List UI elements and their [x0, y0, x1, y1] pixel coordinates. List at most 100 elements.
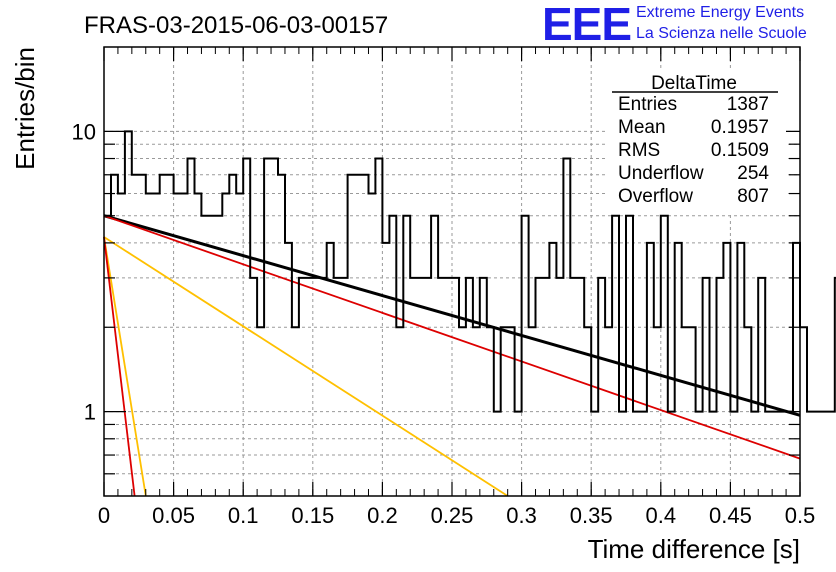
- histogram: [104, 130, 836, 497]
- histogram-bin: [292, 327, 299, 496]
- histogram-bin: [682, 327, 689, 496]
- histogram-bin: [424, 278, 431, 496]
- histogram-bin: [375, 159, 382, 497]
- histogram-bin: [389, 216, 396, 496]
- histogram-bin: [334, 278, 341, 496]
- x-tick-label: 0.5: [785, 503, 816, 528]
- histogram-bin: [236, 194, 243, 497]
- histogram-bin: [675, 243, 682, 496]
- x-tick-label: 0.3: [506, 503, 537, 528]
- histogram-bin: [717, 278, 724, 496]
- axis-ticks: [103, 47, 801, 496]
- histogram-bin: [730, 412, 737, 496]
- fit-line-1: [103, 214, 801, 417]
- histogram-bin: [257, 327, 264, 496]
- histogram-bin: [605, 327, 612, 496]
- logo-line-2: La Scienza nelle Scuole: [636, 25, 807, 42]
- histogram-bin: [751, 412, 758, 496]
- fit-line-5: [103, 236, 136, 497]
- histogram-bin: [529, 327, 536, 496]
- x-tick-label: 0.25: [431, 503, 474, 528]
- histogram-bin: [306, 278, 313, 496]
- histogram-bin: [480, 278, 487, 496]
- histogram-bin: [710, 412, 717, 496]
- y-tick-label: 10: [72, 119, 96, 144]
- x-tick-label: 0.35: [570, 503, 613, 528]
- histogram-bin: [543, 278, 550, 496]
- histogram-bin: [584, 327, 591, 496]
- histogram-bin: [563, 159, 570, 497]
- histogram-bin: [410, 278, 417, 496]
- histogram-bin: [640, 412, 647, 496]
- histogram-bin: [327, 243, 334, 496]
- histogram-bin: [598, 278, 605, 496]
- histogram-bin: [459, 327, 466, 496]
- stats-row-label: Mean: [618, 117, 666, 138]
- histogram-bin: [417, 278, 424, 496]
- histogram-outline: [104, 130, 836, 413]
- x-tick-label: 0.1: [228, 503, 259, 528]
- histogram-bin: [723, 243, 730, 496]
- histogram-bin: [654, 327, 661, 496]
- histogram-bin: [807, 412, 814, 496]
- stats-box: DeltaTime Entries 1387 Mean 0.1957 RMS 0.1509…: [606, 68, 786, 214]
- histogram-bin: [382, 243, 389, 496]
- stats-row-value: 0.1957: [711, 117, 769, 138]
- x-tick-label: 0.2: [367, 503, 398, 528]
- histogram-bin: [369, 194, 376, 497]
- histogram-bin: [536, 278, 543, 496]
- stats-row-value: 807: [737, 186, 769, 207]
- histogram-bin: [174, 194, 181, 497]
- histogram-bin: [737, 243, 744, 496]
- stats-row-label: Overflow: [618, 186, 693, 207]
- x-tick-labels: 0 0.05 0.1 0.15 0.2 0.25 0.3 0.35 0.4 0.45 0.5: [98, 503, 815, 528]
- histogram-bin: [403, 216, 410, 496]
- histogram-bin: [396, 327, 403, 496]
- histogram-bin: [438, 278, 445, 496]
- x-tick-label: 0.15: [291, 503, 334, 528]
- histogram-bin: [125, 131, 132, 496]
- histogram-bin: [744, 327, 751, 496]
- histogram-bin: [355, 175, 362, 496]
- histogram-bin: [696, 412, 703, 496]
- histogram-bin: [208, 216, 215, 496]
- histogram-bin: [271, 159, 278, 497]
- histogram-bin: [243, 159, 250, 497]
- stats-row-label: RMS: [618, 140, 660, 161]
- histogram-bin: [313, 278, 320, 496]
- histogram-bin: [285, 243, 292, 496]
- stats-row-value: 0.1509: [711, 140, 769, 161]
- histogram-bin: [104, 216, 111, 496]
- stats-box-name: DeltaTime: [651, 73, 737, 94]
- histogram-bin: [431, 216, 438, 496]
- stats-row-value: 1387: [727, 94, 769, 115]
- histogram-bin: [195, 194, 202, 497]
- histogram-bin: [452, 278, 459, 496]
- histogram-bin: [215, 216, 222, 496]
- histogram-bin: [250, 278, 257, 496]
- histogram-bin: [758, 278, 765, 496]
- fit-line-2: [103, 214, 801, 460]
- histogram-bin: [181, 194, 188, 497]
- stats-row-label: Entries: [618, 94, 677, 115]
- histogram-bin: [556, 278, 563, 496]
- stats-row-label: Underflow: [618, 163, 704, 184]
- y-tick-labels: 1 10: [72, 119, 96, 424]
- histogram-bin: [264, 159, 271, 497]
- y-axis-title: Entries/bin: [10, 47, 40, 170]
- fit-line-4: [103, 236, 147, 497]
- histogram-bin: [814, 412, 821, 496]
- histogram-bin: [703, 278, 710, 496]
- histogram-bin: [494, 412, 501, 496]
- histogram-bin: [765, 412, 772, 496]
- plot-title: FRAS-03-2015-06-03-00157: [84, 12, 388, 39]
- histogram-bin: [299, 278, 306, 496]
- histogram-bin: [522, 216, 529, 496]
- fit-lines: [103, 214, 801, 497]
- histogram-bin: [689, 327, 696, 496]
- histogram-bin: [661, 216, 668, 496]
- histogram-bin: [821, 412, 828, 496]
- histogram-bin: [160, 175, 167, 496]
- histogram-bin: [626, 216, 633, 496]
